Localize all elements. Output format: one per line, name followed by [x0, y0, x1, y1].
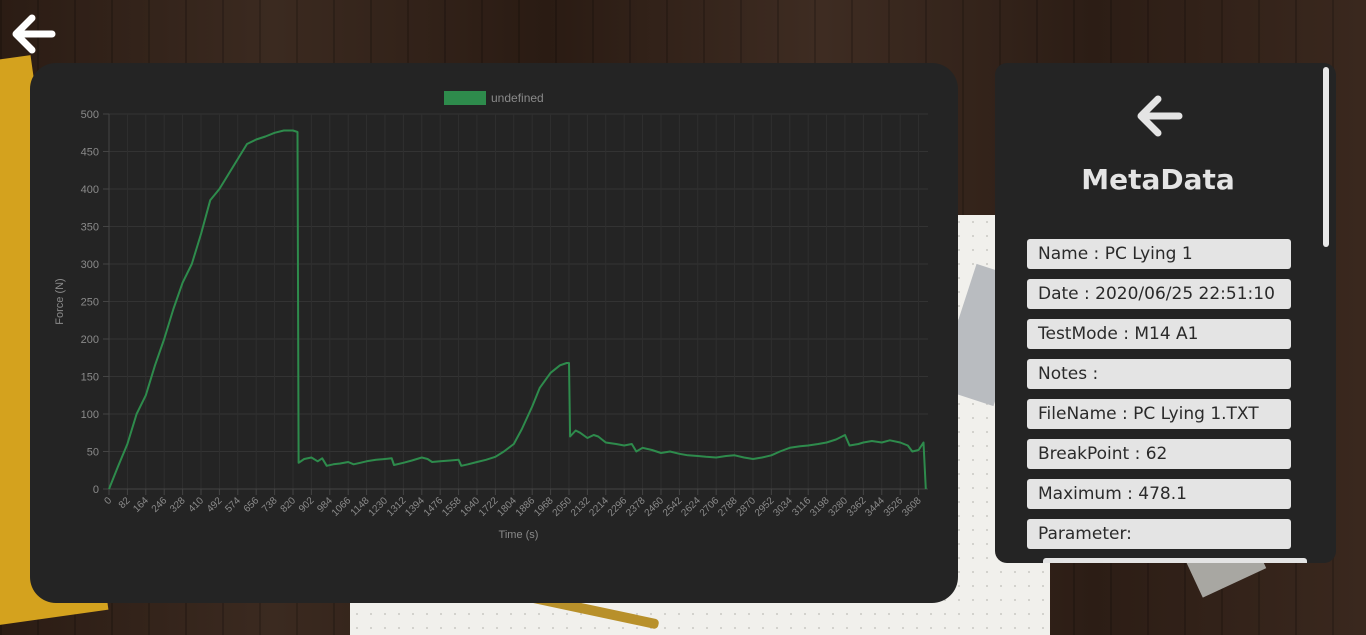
y-axis-label: Force (N): [54, 278, 66, 324]
x-tick-label: 82: [117, 495, 133, 511]
x-tick-label: 3444: [863, 495, 887, 519]
x-tick-label: 656: [242, 495, 262, 515]
x-tick-label: 2624: [679, 495, 703, 519]
x-tick-label: 1722: [477, 495, 501, 519]
metadata-parameter-box: [1043, 558, 1307, 563]
x-tick-label: 3362: [845, 495, 869, 519]
metadata-field-name: Name : PC Lying 1: [1027, 239, 1291, 269]
x-tick-label: 574: [223, 495, 243, 515]
x-tick-label: 1558: [440, 495, 464, 519]
y-tick-label: 400: [81, 184, 99, 196]
x-tick-label: 1804: [495, 495, 519, 519]
metadata-field-parameter: Parameter:: [1027, 519, 1291, 549]
metadata-field-list: Name : PC Lying 1 Date : 2020/06/25 22:5…: [1027, 239, 1291, 559]
x-tick-label: 1394: [403, 495, 427, 519]
y-tick-label: 150: [81, 372, 99, 384]
back-button[interactable]: [8, 12, 56, 56]
x-tick-label: 0: [102, 495, 114, 507]
y-tick-label: 250: [81, 297, 99, 309]
x-tick-label: 2706: [698, 495, 722, 519]
y-tick-label: 350: [81, 222, 99, 234]
metadata-field-maximum: Maximum : 478.1: [1027, 479, 1291, 509]
x-tick-label: 1968: [532, 495, 556, 519]
metadata-panel: MetaData Name : PC Lying 1 Date : 2020/0…: [995, 63, 1336, 563]
metadata-field-notes: Notes :: [1027, 359, 1291, 389]
x-tick-label: 1312: [385, 495, 409, 519]
metadata-field-filename: FileName : PC Lying 1.TXT: [1027, 399, 1291, 429]
x-tick-label: 1066: [330, 495, 354, 519]
x-tick-label: 1148: [349, 495, 372, 518]
x-tick-label: 3526: [882, 495, 906, 519]
x-tick-label: 164: [131, 495, 151, 515]
metadata-field-breakpoint: BreakPoint : 62: [1027, 439, 1291, 469]
x-tick-label: 1640: [459, 495, 483, 519]
x-tick-label: 410: [187, 495, 207, 515]
x-tick-label: 1230: [367, 495, 391, 519]
x-tick-label: 2214: [587, 495, 611, 519]
arrow-left-icon: [12, 14, 56, 54]
y-tick-label: 500: [81, 109, 99, 121]
x-tick-label: 246: [150, 495, 170, 515]
x-tick-label: 2050: [551, 495, 575, 519]
x-tick-label: 3280: [827, 495, 851, 519]
x-tick-label: 820: [279, 495, 299, 515]
x-axis-label: Time (s): [499, 529, 539, 541]
x-tick-label: 2870: [735, 495, 759, 519]
x-tick-label: 3034: [771, 495, 795, 519]
x-tick-label: 1476: [422, 495, 446, 519]
x-tick-label: 738: [260, 495, 280, 515]
y-tick-label: 450: [81, 147, 99, 159]
x-tick-label: 3608: [900, 495, 924, 519]
metadata-field-date: Date : 2020/06/25 22:51:10: [1027, 279, 1291, 309]
x-tick-label: 2460: [643, 495, 667, 519]
x-tick-label: 2952: [753, 495, 777, 519]
y-tick-label: 200: [81, 334, 99, 346]
y-tick-label: 100: [81, 409, 99, 421]
chart-card: 0 50 100 150 200 250 300 350 400 450 500 0 82 164 246 3…: [30, 63, 958, 603]
x-tick-label: 3116: [790, 495, 813, 518]
x-tick-label: 2788: [716, 495, 740, 519]
metadata-field-testmode: TestMode : M14 A1: [1027, 319, 1291, 349]
x-tick-label: 2132: [569, 495, 593, 519]
series-line-undefined: [108, 129, 927, 490]
y-tick-label: 50: [87, 447, 99, 459]
x-tick-label: 2542: [661, 495, 685, 519]
y-tick-label: 0: [93, 484, 99, 496]
metadata-title: MetaData: [1081, 163, 1235, 196]
x-tick-label: 492: [205, 495, 225, 515]
metadata-back-button[interactable]: [1133, 93, 1183, 139]
legend-swatch: [444, 91, 486, 105]
x-tick-label: 902: [297, 495, 317, 515]
x-tick-label: 2378: [624, 495, 648, 519]
x-tick-label: 3198: [808, 495, 832, 519]
x-tick-label: 328: [168, 495, 188, 515]
legend-label: undefined: [491, 91, 544, 105]
x-tick-label: 1886: [514, 495, 538, 519]
x-tick-label: 2296: [606, 495, 630, 519]
metadata-scrollbar[interactable]: [1323, 67, 1329, 247]
y-tick-label: 300: [81, 259, 99, 271]
arrow-left-icon: [1137, 95, 1183, 137]
